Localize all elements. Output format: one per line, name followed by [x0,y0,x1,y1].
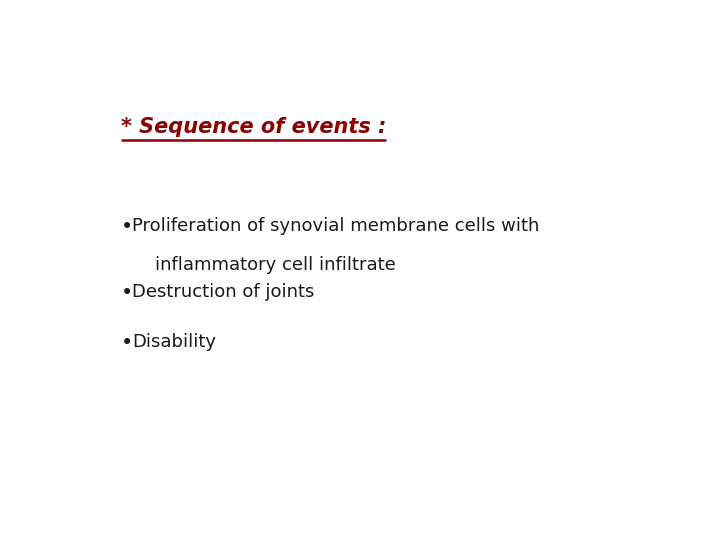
Text: •: • [121,283,133,303]
Text: Proliferation of synovial membrane cells with: Proliferation of synovial membrane cells… [132,217,539,234]
Text: Destruction of joints: Destruction of joints [132,283,314,301]
Text: * Sequence of events :: * Sequence of events : [121,117,386,137]
Text: •: • [121,333,133,353]
Text: Disability: Disability [132,333,216,351]
Text: •: • [121,217,133,237]
Text: inflammatory cell infiltrate: inflammatory cell infiltrate [132,256,395,274]
